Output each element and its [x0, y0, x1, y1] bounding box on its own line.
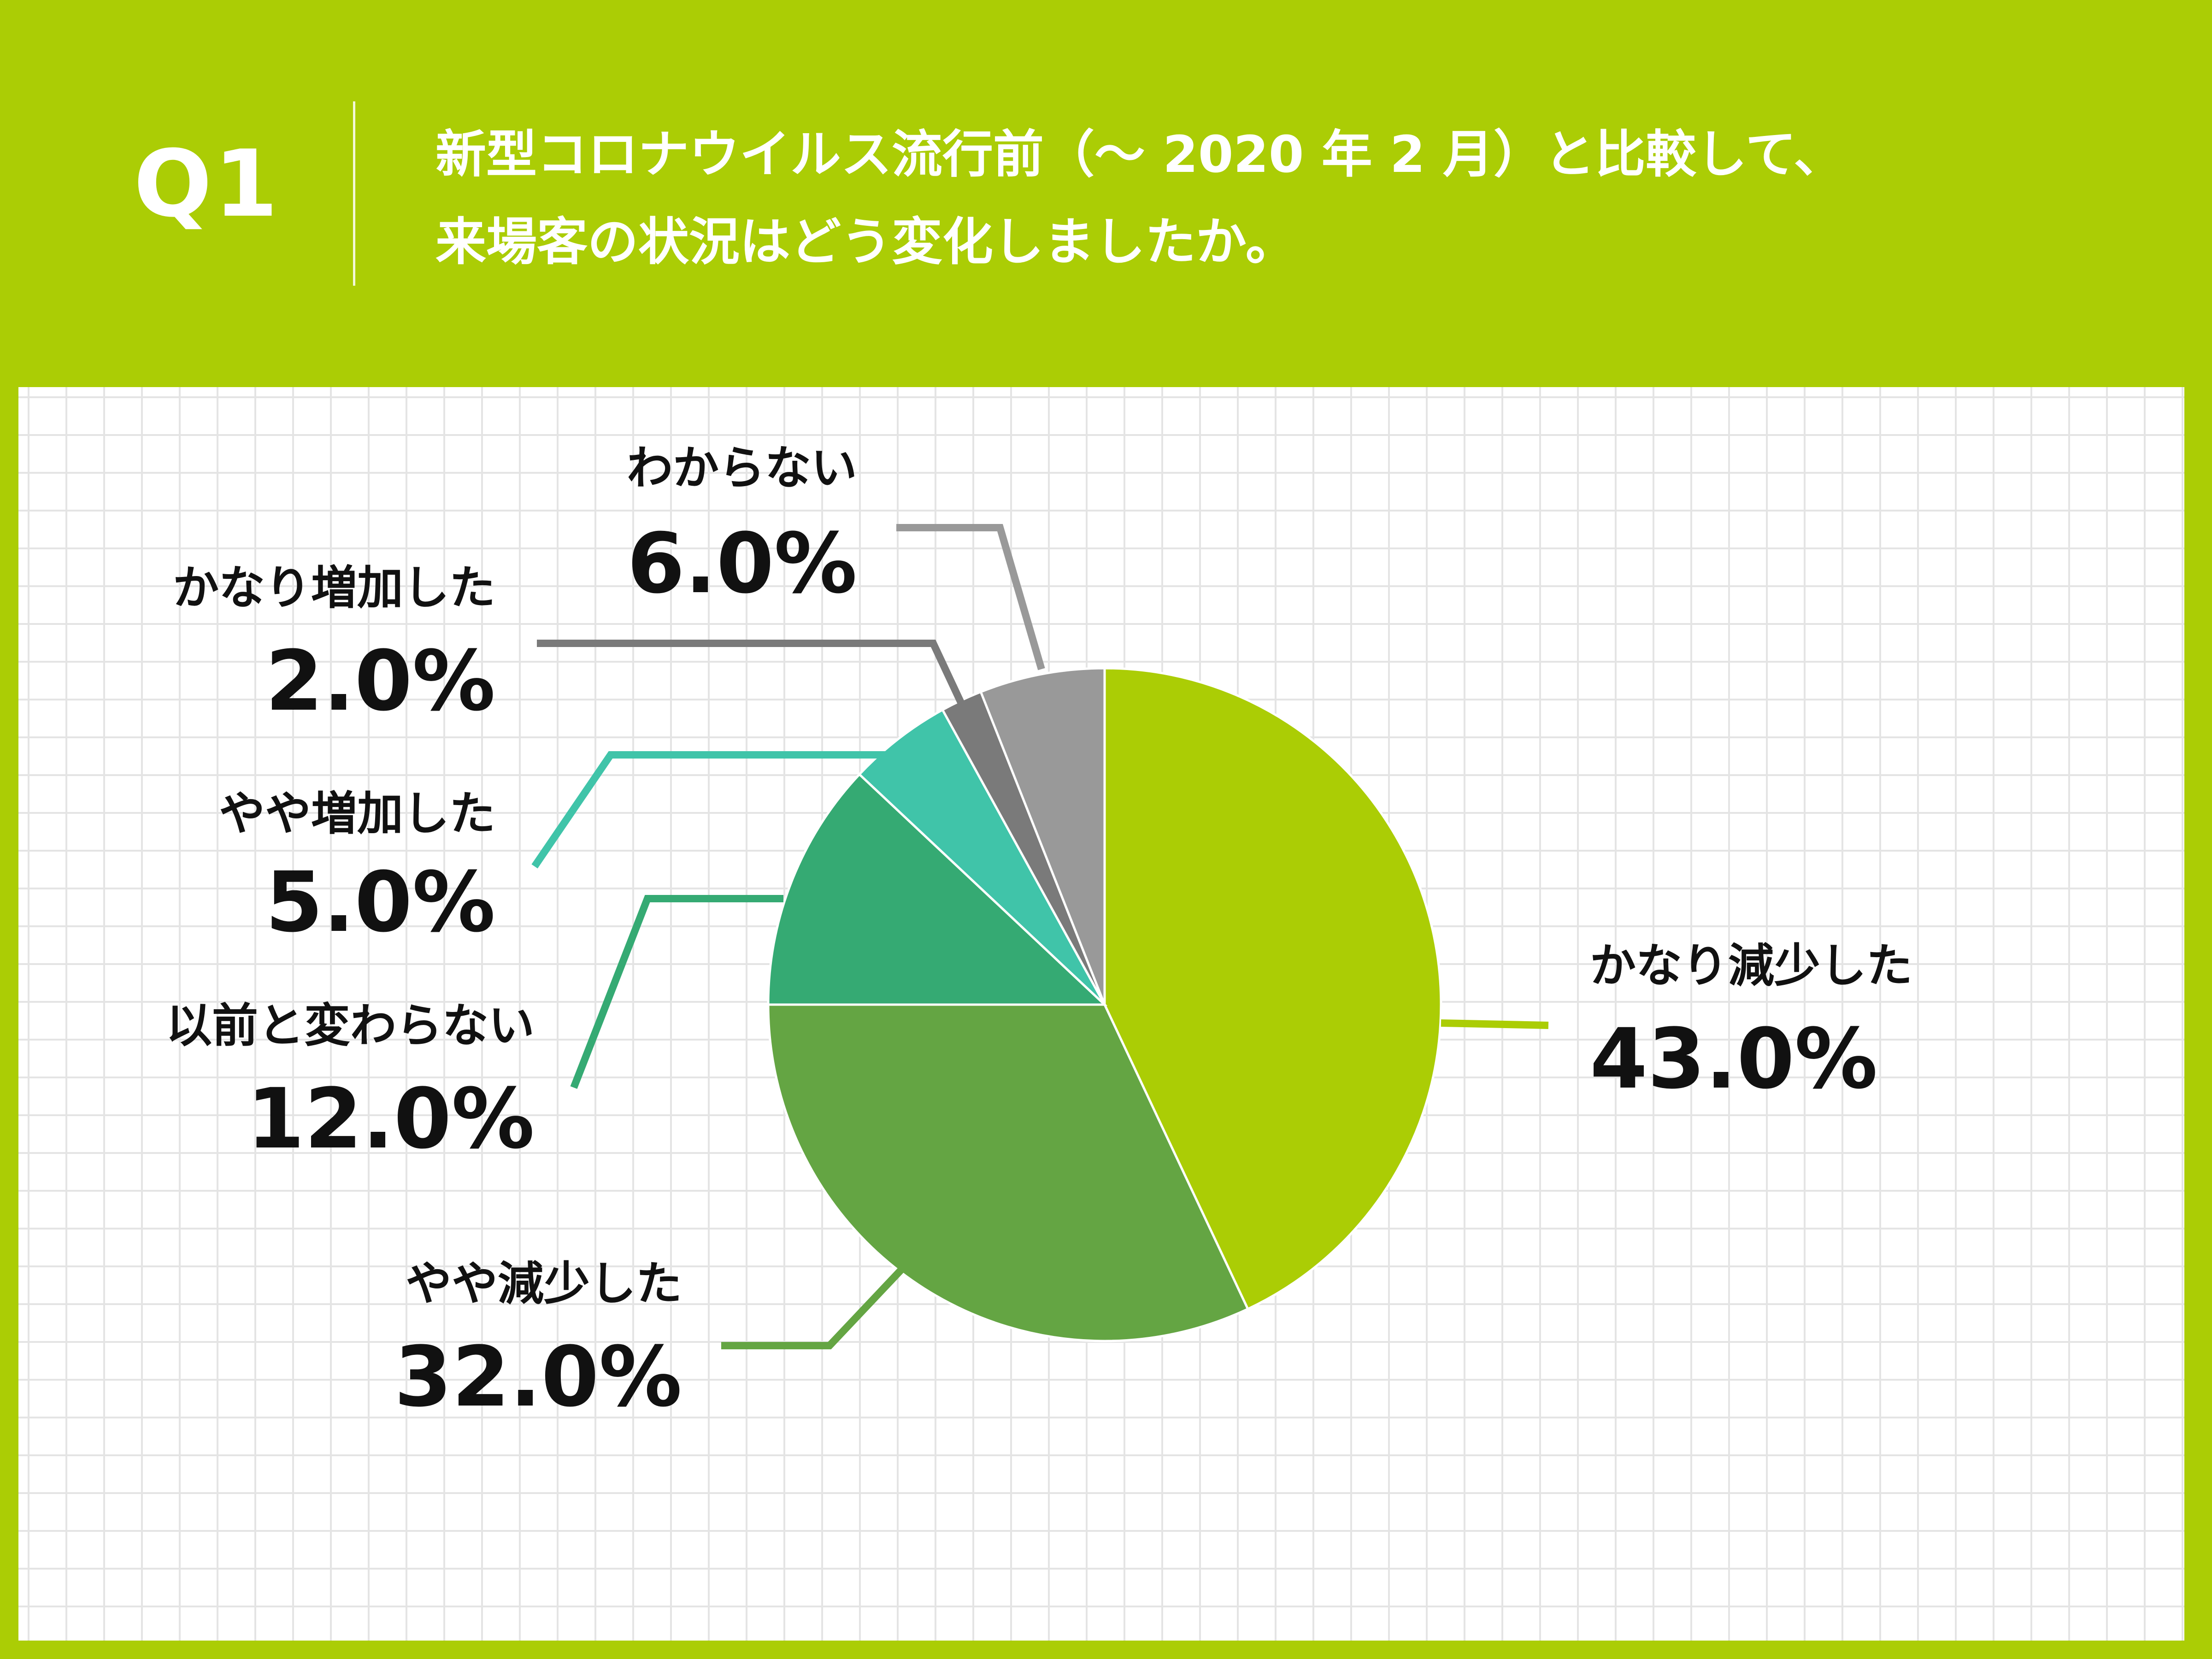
- chart-panel: かなり減少した 43.0% やや減少した 32.0% 以前と変わらない 12.0% やや増加…: [18, 387, 2184, 1641]
- slice-label-1: かなり減少した: [1590, 939, 1912, 993]
- question-line-1: 新型コロナウイルス流行前（～ 2020 年 2 月）と比較して、: [435, 125, 1845, 184]
- slice-value-1: 43.0%: [1590, 1011, 1877, 1107]
- question-line-2: 来場客の状況はどう変化しましたか。: [435, 212, 1296, 271]
- slice-value-6: 6.0%: [627, 516, 857, 612]
- pie-slice-1: [1103, 667, 1442, 1311]
- question-number: Q1: [134, 130, 280, 238]
- question-text: 新型コロナウイルス流行前（～ 2020 年 2 月）と比較して、 来場客の状況は…: [435, 111, 2141, 286]
- pie-slice-3: [767, 772, 1108, 1006]
- slice-label-2: やや減少した: [406, 1257, 682, 1311]
- header-divider: [353, 101, 355, 286]
- slice-value-3: 12.0%: [247, 1071, 535, 1167]
- leader-line-2: [721, 1267, 904, 1349]
- pie-slice-4: [858, 708, 1106, 1006]
- leader-line-5: [537, 640, 965, 704]
- slice-label-4: やや増加した: [219, 787, 495, 841]
- slice-value-2: 32.0%: [394, 1329, 682, 1425]
- slice-label-6: わからない: [627, 441, 857, 495]
- slice-label-5: かなり増加した: [173, 561, 495, 615]
- pie-chart: かなり減少した 43.0% やや減少した 32.0% 以前と変わらない 12.0% やや増加…: [166, 441, 1912, 1425]
- pie-slices: [767, 667, 1442, 1342]
- leader-lines: [531, 524, 1549, 1349]
- leader-line-6: [896, 524, 1045, 671]
- slice-label-3: 以前と変わらない: [166, 999, 535, 1053]
- slice-labels: かなり減少した 43.0% やや減少した 32.0% 以前と変わらない 12.0% やや増加…: [166, 441, 1912, 1425]
- leader-line-3: [570, 895, 783, 1089]
- leader-line-4: [531, 751, 892, 869]
- header: Q1 新型コロナウイルス流行前（～ 2020 年 2 月）と比較して、 来場客の…: [0, 0, 2212, 387]
- leader-line-1: [1441, 1019, 1549, 1029]
- pie-slice-6: [979, 667, 1106, 1005]
- pie-slice-2: [767, 1003, 1250, 1342]
- slice-value-4: 5.0%: [265, 854, 495, 951]
- slice-value-5: 2.0%: [265, 633, 495, 729]
